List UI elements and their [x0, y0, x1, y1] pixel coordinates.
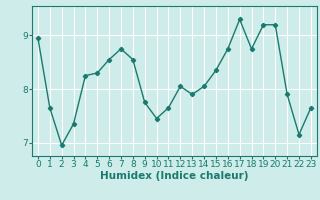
X-axis label: Humidex (Indice chaleur): Humidex (Indice chaleur) — [100, 171, 249, 181]
